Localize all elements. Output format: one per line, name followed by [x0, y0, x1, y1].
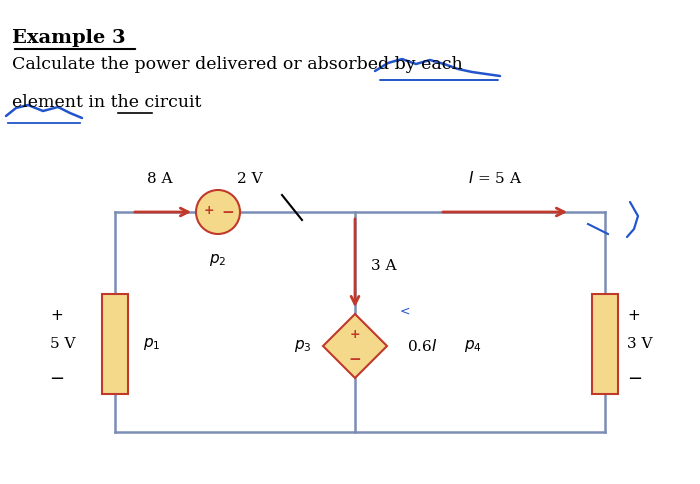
- Text: +: +: [50, 308, 64, 323]
- Text: 2 V: 2 V: [237, 172, 262, 186]
- Text: +: +: [627, 308, 640, 323]
- Text: 8 A: 8 A: [147, 172, 173, 186]
- Text: $p_1$: $p_1$: [143, 336, 160, 352]
- Text: 3 V: 3 V: [627, 337, 652, 351]
- Text: <: <: [400, 304, 410, 318]
- Text: Calculate the power delivered or absorbed by each: Calculate the power delivered or absorbe…: [12, 56, 463, 73]
- Polygon shape: [102, 294, 128, 394]
- Text: −: −: [349, 351, 361, 366]
- Text: 5 V: 5 V: [50, 337, 76, 351]
- Text: element in the circuit: element in the circuit: [12, 94, 202, 111]
- Text: +: +: [350, 329, 360, 342]
- Polygon shape: [592, 294, 618, 394]
- Text: $p_2$: $p_2$: [209, 252, 227, 268]
- Text: $p_4$: $p_4$: [464, 338, 482, 354]
- Polygon shape: [323, 314, 387, 378]
- Text: 3 A: 3 A: [371, 259, 396, 273]
- Text: +: +: [204, 203, 214, 216]
- Text: $p_3$: $p_3$: [294, 338, 312, 354]
- Text: −: −: [222, 206, 235, 221]
- Text: −: −: [627, 370, 642, 388]
- Text: 0.6$I$: 0.6$I$: [407, 338, 438, 354]
- Text: −: −: [50, 370, 64, 388]
- Text: Example 3: Example 3: [12, 29, 125, 47]
- Circle shape: [196, 190, 240, 234]
- Text: $I$ = 5 A: $I$ = 5 A: [468, 170, 522, 186]
